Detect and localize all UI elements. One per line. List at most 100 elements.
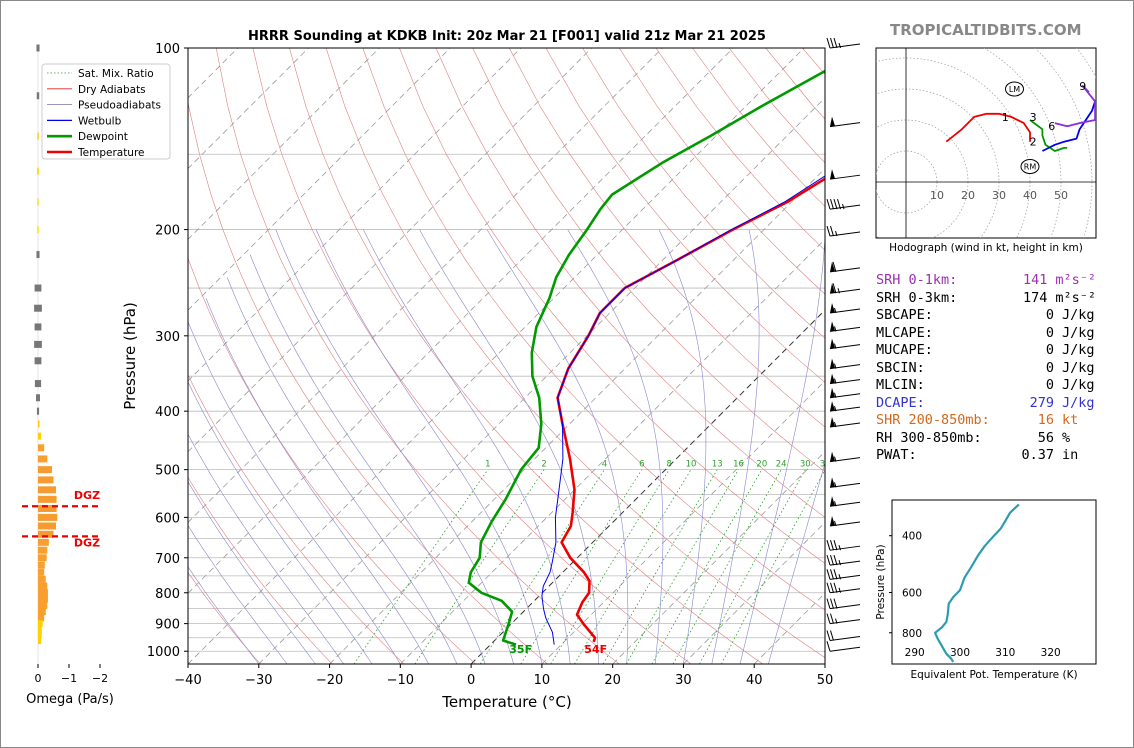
- chart-title: HRRR Sounding at KDKB Init: 20z Mar 21 […: [248, 29, 766, 44]
- thetae-frame: [891, 499, 1097, 665]
- mixing-ratio-line: [721, 469, 825, 664]
- thetae-ylabel: Pressure (hPa): [875, 544, 887, 619]
- param-value: 0: [1045, 377, 1054, 393]
- omega-bar: [38, 561, 45, 569]
- dry-adiabat: [325, 48, 825, 658]
- skewt-plot-frame: [187, 47, 826, 665]
- hodo-motion-marker: [1005, 81, 1024, 97]
- omega-bar: [38, 589, 48, 597]
- wind-barb: [829, 477, 861, 488]
- omega-bar: [38, 631, 42, 639]
- pseudoadiabat: [486, 229, 629, 664]
- x-tick-label: 0: [467, 673, 475, 688]
- param-label: MUCAPE:: [876, 342, 933, 358]
- omega-bar: [38, 595, 48, 603]
- omega-bar: [38, 554, 47, 562]
- pseudoadiabat: [711, 229, 760, 664]
- param-unit: m²s⁻²: [1055, 289, 1096, 306]
- wind-barb: [826, 630, 861, 642]
- y-tick-label: 900: [155, 618, 180, 633]
- hodo-height-label: 3: [1030, 111, 1037, 124]
- param-value: 174: [1022, 289, 1048, 306]
- mixing-ratio-line: [353, 469, 489, 664]
- omega-bar: [38, 538, 49, 546]
- x-tick-label: −40: [174, 673, 201, 688]
- pseudoadiabat: [768, 462, 825, 664]
- param-row: MLCAPE: 0 J/kg: [876, 325, 1096, 343]
- wind-barb: [826, 37, 861, 49]
- omega-bar: [37, 167, 39, 175]
- omega-bar: [38, 614, 45, 622]
- wind-barb: [829, 451, 861, 463]
- dry-adiabat: [188, 476, 333, 664]
- mixing-ratio-line: [520, 469, 643, 664]
- omega-bar: [34, 340, 42, 348]
- param-row: SRH 0-1km: 141 m²s⁻²: [876, 272, 1096, 290]
- param-label: SRH 0-3km:: [876, 289, 958, 306]
- param-unit: in: [1062, 447, 1079, 463]
- param-unit: %: [1062, 429, 1071, 446]
- param-unit: J/kg: [1062, 342, 1095, 358]
- wind-barb: [829, 373, 861, 385]
- wind-barb: [826, 641, 861, 652]
- param-label: SBCIN:: [876, 359, 925, 376]
- omega-bar: [37, 226, 39, 234]
- wind-barb: [829, 261, 861, 273]
- wind-barb: [829, 283, 861, 294]
- param-row: SHR 200-850mb: 16 kt: [876, 412, 1096, 430]
- y-tick-label: 100: [155, 42, 180, 57]
- legend-label: Wetbulb: [78, 115, 122, 127]
- param-row: DCAPE: 279 J/kg: [876, 395, 1096, 413]
- param-label: MLCAPE:: [876, 324, 933, 341]
- param-label: DCAPE:: [876, 394, 925, 411]
- x-tick-label: 20: [604, 673, 621, 688]
- pseudoadiabat: [188, 481, 316, 664]
- pseudoadiabat: [188, 320, 401, 664]
- param-row: RH 300-850mb: 56%: [876, 430, 1096, 448]
- pseudoadiabat: [658, 229, 707, 664]
- omega-tick-label: 0: [35, 672, 42, 685]
- wind-barb: [829, 515, 861, 527]
- isotherm: [188, 48, 734, 594]
- omega-bar: [38, 495, 57, 503]
- param-value: 0: [1045, 324, 1054, 341]
- param-label: PWAT:: [876, 447, 917, 463]
- dry-adiabat: [509, 48, 825, 428]
- isotherm: [188, 48, 309, 170]
- wind-barb: [826, 598, 861, 610]
- y-tick-label: 700: [155, 552, 180, 567]
- dry-adiabat: [252, 48, 692, 664]
- series-dewpoint: [467, 69, 825, 646]
- omega-bar: [38, 602, 48, 610]
- x-tick-label: −30: [245, 673, 272, 688]
- site-logo: TROPICALTIDBITS.COM: [890, 21, 1082, 39]
- x-tick-label: 30: [675, 673, 692, 688]
- dry-adiabat: [188, 374, 405, 664]
- wind-barb: [829, 303, 861, 314]
- dry-adiabat: [188, 257, 476, 664]
- wind-barb: [829, 401, 861, 412]
- param-value: 279: [1029, 394, 1054, 411]
- hodo-motion-label: LM: [1009, 85, 1020, 94]
- y-axis-label: Pressure (hPa): [121, 302, 139, 410]
- legend-label: Dry Adiabats: [78, 84, 146, 96]
- thetae-x-tick-label: 300: [950, 647, 970, 659]
- omega-bar: [34, 304, 42, 312]
- thetae-y-tick-label: 600: [902, 587, 922, 599]
- omega-bar: [38, 444, 45, 452]
- x-tick-label: 10: [534, 673, 551, 688]
- thetae-line: [934, 503, 1020, 663]
- wind-barb: [829, 417, 861, 428]
- wind-barb: [829, 321, 861, 332]
- omega-bar: [38, 568, 45, 576]
- param-unit: J/kg: [1062, 394, 1095, 411]
- pseudoadiabat: [205, 298, 429, 664]
- mixing-ratio-label: 30: [800, 460, 811, 470]
- omega-bar: [38, 476, 54, 484]
- param-row: MLCIN: 0 J/kg: [876, 377, 1096, 395]
- dgz-label: DGZ: [74, 489, 100, 502]
- wind-barb: [826, 540, 861, 551]
- mixing-ratio-line: [699, 469, 806, 664]
- dry-adiabat: [289, 48, 763, 664]
- wind-barb: [829, 496, 861, 507]
